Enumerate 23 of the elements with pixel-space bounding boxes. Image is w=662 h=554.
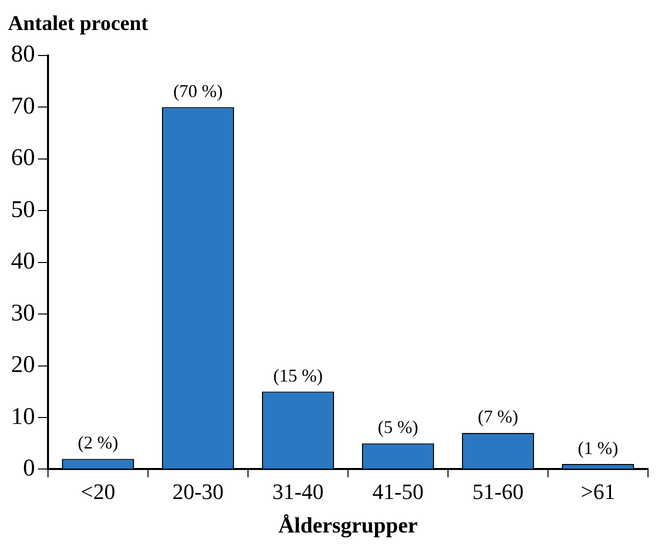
y-tick-label: 20 (11, 352, 35, 378)
y-tick-label: 70 (11, 93, 35, 120)
data-label: (2 %) (78, 432, 118, 453)
x-tick-label: 41-50 (372, 479, 424, 504)
x-tick-label: 51-60 (472, 479, 524, 504)
data-label: (5 %) (378, 417, 418, 438)
y-tick-label: 40 (11, 248, 35, 275)
x-axis-title: Åldersgrupper (278, 512, 418, 538)
y-tick-label: 10 (11, 404, 35, 430)
x-tick-label: 31-40 (272, 479, 324, 504)
data-label: (15 %) (273, 365, 323, 386)
y-tick-label: 50 (11, 196, 35, 223)
x-tick-label: >61 (580, 479, 616, 504)
y-tick-label: 60 (11, 145, 35, 172)
x-tick-label: <20 (80, 479, 116, 504)
y-tick-label: 0 (23, 455, 35, 482)
y-tick-label: 80 (11, 42, 35, 68)
data-label: (70 %) (173, 80, 223, 101)
x-tick-label: 20-30 (172, 479, 224, 504)
data-label: (7 %) (478, 406, 518, 427)
y-tick-label: 30 (11, 300, 35, 326)
y-axis-title: Antalet procent (8, 10, 150, 37)
data-label: (1 %) (578, 438, 618, 458)
